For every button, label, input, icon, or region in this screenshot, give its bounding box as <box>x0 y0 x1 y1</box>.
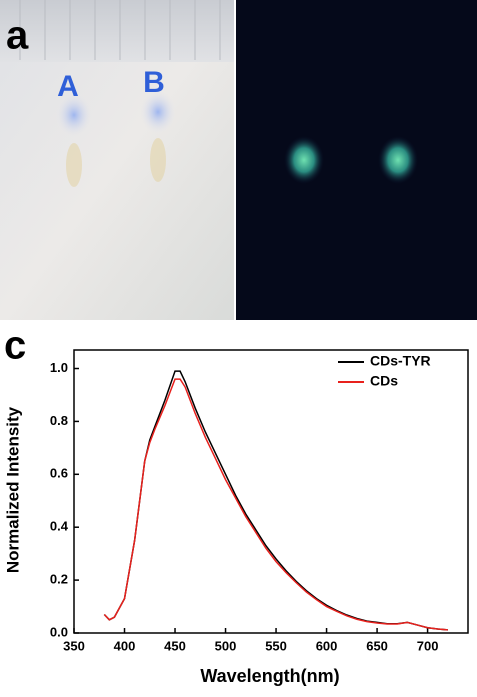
x-tick-label: 500 <box>215 638 237 653</box>
y-axis-title: Normalized Intensity <box>3 406 22 573</box>
x-tick-label: 650 <box>366 638 388 653</box>
fluorescent-spot <box>284 136 324 184</box>
legend-label: CDs-TYR <box>370 353 431 369</box>
fluorescent-spot <box>378 136 418 184</box>
x-tick-label: 400 <box>114 638 136 653</box>
x-tick-label: 450 <box>164 638 186 653</box>
spot-trail <box>66 143 82 187</box>
series-line <box>103 378 448 631</box>
x-tick-label: 550 <box>265 638 287 653</box>
plate-stripes <box>19 0 221 60</box>
x-tick-label: 600 <box>316 638 338 653</box>
x-tick-label: 700 <box>417 638 439 653</box>
x-tick-label: 350 <box>63 638 85 653</box>
panel-label: c <box>4 324 26 368</box>
spot-glow <box>56 93 92 137</box>
y-tick-label: 1.0 <box>50 360 68 375</box>
x-axis-title: Wavelength(nm) <box>200 666 339 686</box>
spot-glow <box>140 90 176 134</box>
spot-trail <box>150 138 166 182</box>
spot-label: B <box>143 66 165 99</box>
photo-right <box>236 0 477 320</box>
plot-frame <box>73 349 469 634</box>
y-tick-label: 0.6 <box>50 466 68 481</box>
legend-label: CDs <box>370 373 398 389</box>
plate-top <box>0 0 234 62</box>
series-line <box>103 370 448 631</box>
y-tick-label: 0.8 <box>50 413 68 428</box>
y-tick-label: 0.4 <box>50 519 69 534</box>
spot-label: A <box>57 70 79 103</box>
y-tick-label: 0.2 <box>50 572 68 587</box>
panel-label: a <box>6 14 29 58</box>
y-tick-label: 0.0 <box>50 624 68 639</box>
